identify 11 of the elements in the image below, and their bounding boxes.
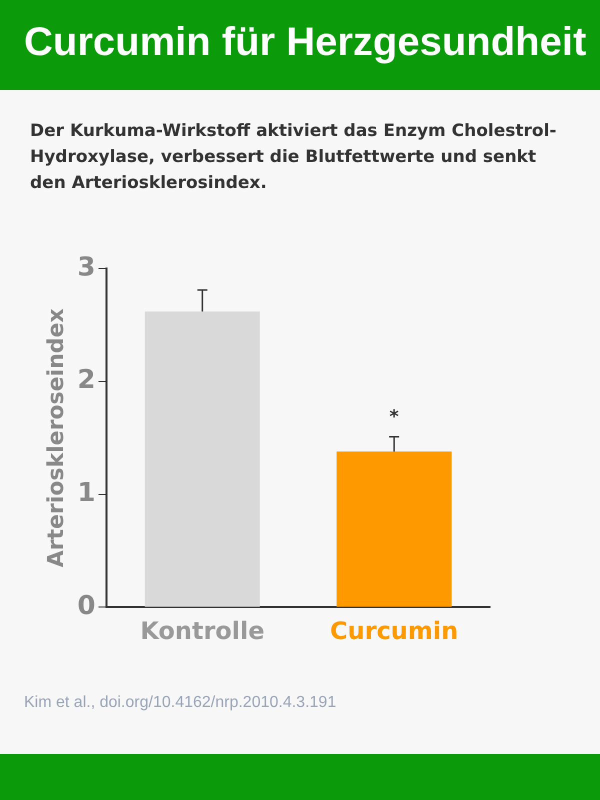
x-tick-label: Curcumin xyxy=(330,616,458,645)
y-tick-label: 1 xyxy=(77,478,96,508)
annotation: * xyxy=(389,406,400,428)
chart-subtitle: Der Kurkuma-Wirkstoff aktiviert das Enzym Cholestrol-Hydroxylase, verbessert die Blutfettwerte und senkt den Arteriosklerosindex. xyxy=(30,120,558,195)
y-tick-label: 3 xyxy=(77,252,96,282)
chart-title: Curcumin für Herzgesundheit xyxy=(24,20,586,65)
y-tick-label: 2 xyxy=(77,365,96,396)
text: Kim et al., doi.org/10.4162/nrp.2010.4.3.191 xyxy=(24,694,336,712)
y-tick-label: 0 xyxy=(77,590,96,621)
y-axis-title: Arterioskleroseindex xyxy=(44,308,69,568)
x-tick-label: Kontrolle xyxy=(140,616,265,645)
